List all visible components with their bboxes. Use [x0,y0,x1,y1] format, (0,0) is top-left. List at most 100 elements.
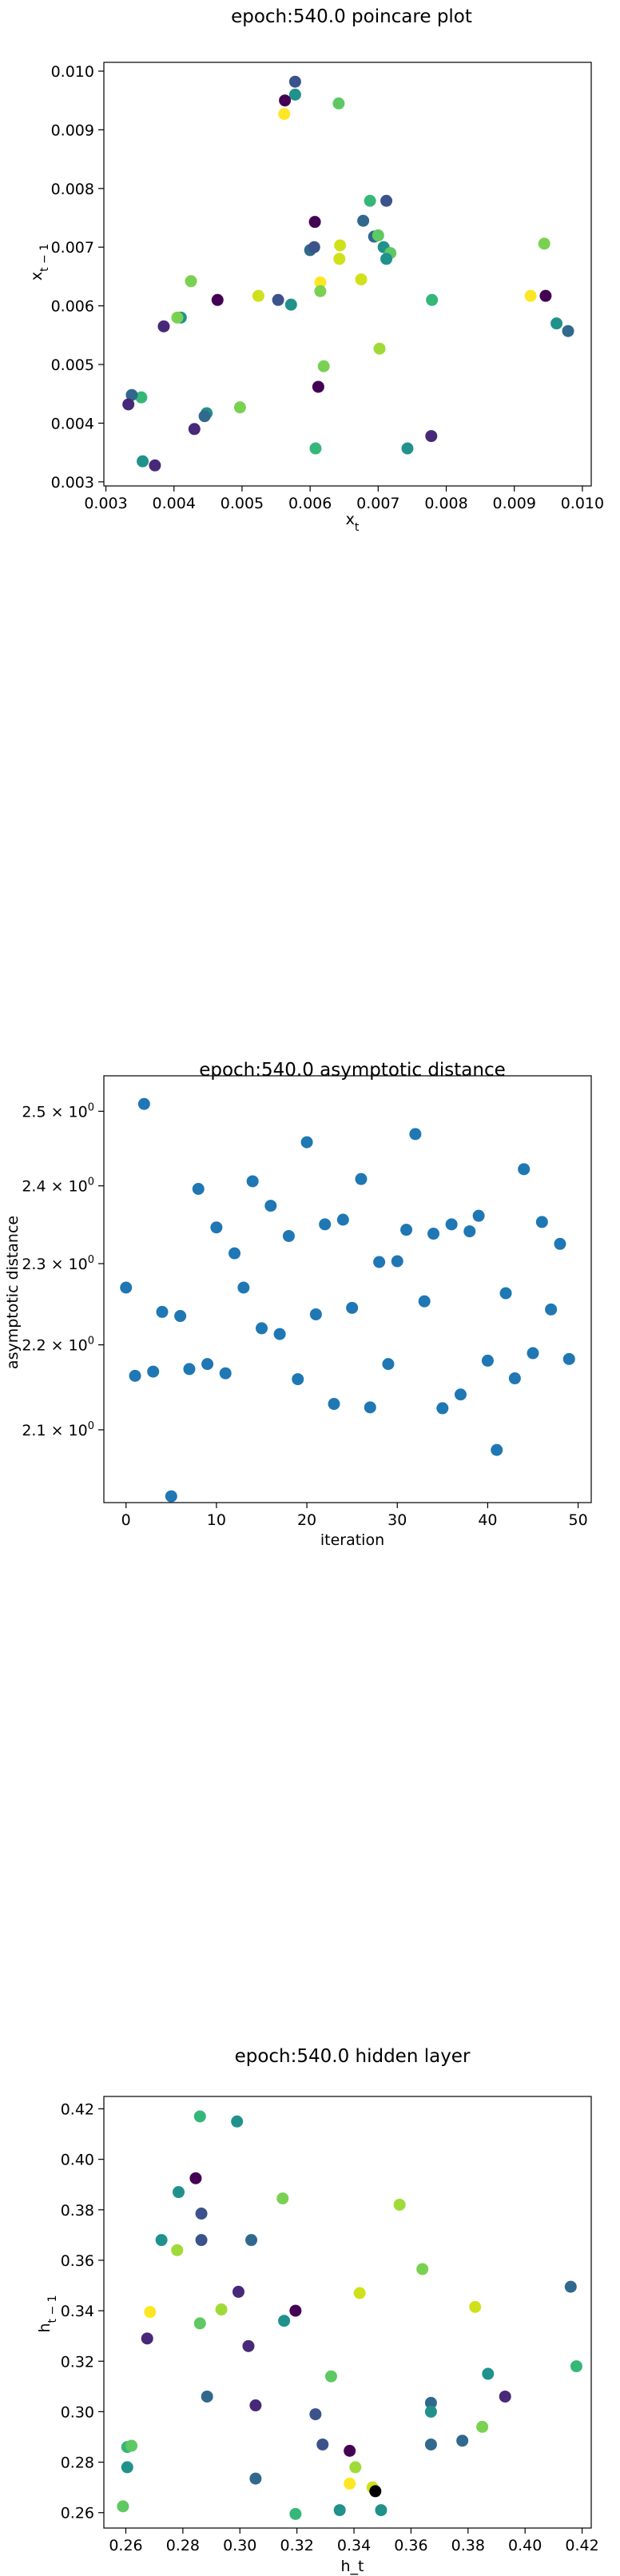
data-point [499,2390,511,2403]
data-point [289,2507,302,2520]
data-point [308,241,320,253]
y-tick-label: 0.007 [51,239,94,257]
data-point [550,317,563,330]
y-tick-label: 0.38 [61,2202,94,2220]
data-point [314,276,327,289]
data-point [308,216,321,229]
data-point [137,1097,150,1110]
x-tick-label: 0.004 [153,495,196,512]
x-tick-label: 50 [568,1511,587,1529]
data-point [400,1224,413,1236]
data-point [125,388,138,401]
x-tick-label: 0.26 [109,2537,142,2554]
data-point [312,380,324,393]
data-point [147,1365,160,1378]
x-tick-label: 30 [388,1511,407,1529]
data-point [141,2332,153,2345]
plot-frame [103,1075,592,1503]
data-point [231,2115,244,2128]
data-point [445,1218,458,1231]
data-point [171,311,184,324]
data-point [210,1221,223,1234]
data-point [355,273,368,286]
data-point [219,1367,232,1380]
data-point [328,1398,340,1411]
data-point [300,1136,313,1149]
x-tick-label: 0.30 [223,2537,256,2554]
data-point [289,2304,302,2317]
data-point [149,459,161,472]
data-point [198,410,211,423]
data-point [491,1443,503,1456]
x-tick-label: 0.38 [451,2537,485,2554]
data-point [456,2435,469,2447]
data-point [309,442,322,455]
data-point [425,430,438,443]
hidden-layer-plot: epoch:540.0 hidden layer h_t ht − 1 0.26… [36,2046,599,2575]
y-tick-label: 0.009 [51,121,94,139]
x-tick-label: 0.007 [356,495,399,512]
data-point [355,1173,368,1185]
data-point [481,1354,494,1367]
data-point [364,1401,376,1414]
data-point [353,2287,366,2299]
y-tick-label: 0.26 [61,2505,94,2522]
data-point [538,237,550,250]
data-point [156,1305,169,1318]
data-point [364,194,376,207]
data-point [562,324,574,337]
x-tick-label: 0.006 [288,495,332,512]
data-point [201,1358,214,1371]
data-point [436,1402,449,1415]
y-tick-label: 0.42 [61,2100,94,2118]
data-point [527,1347,539,1360]
y-tick-label: 0.36 [61,2252,94,2270]
data-point [276,2192,289,2205]
y-tick-label: 0.30 [61,2403,94,2421]
x-tick-label: 0.36 [394,2537,427,2554]
data-point [463,1225,476,1238]
x-tick-label: 0.003 [84,495,127,512]
data-point [278,2315,291,2327]
data-point [317,360,330,372]
data-point [245,2234,258,2247]
data-point [562,1352,575,1365]
data-point [418,1295,431,1308]
data-point [195,2208,208,2220]
data-point [416,2263,429,2275]
data-point [333,253,346,265]
data-point [401,442,414,455]
data-point [535,1216,548,1228]
data-point [324,2370,337,2383]
x-tick-label: 0.32 [280,2537,313,2554]
y-tick-label: 2.5 × 100 [22,1101,94,1121]
data-point [117,2500,129,2513]
data-point [518,1163,531,1176]
data-point [375,2504,388,2517]
data-point [272,293,284,306]
data-point [232,2285,244,2298]
x-tick-label: 0.34 [337,2537,371,2554]
data-point [246,1175,259,1188]
data-point [333,2504,346,2517]
data-point [346,1301,359,1314]
data-point [373,342,386,355]
data-point [334,239,347,252]
data-point [382,1358,395,1371]
data-point [426,293,439,306]
x-tick-label: 0.008 [424,495,467,512]
data-point [554,1237,566,1250]
data-point [508,1372,521,1385]
data-point [309,1308,322,1320]
data-point [183,1363,196,1376]
data-point [570,2360,582,2373]
data-point [188,423,201,436]
data-point [249,2472,262,2485]
data-point [349,2461,362,2474]
data-point [242,2339,255,2352]
x-axis-label: h_t [341,2558,364,2575]
y-tick-label: 0.003 [51,474,94,492]
data-point [288,88,301,101]
